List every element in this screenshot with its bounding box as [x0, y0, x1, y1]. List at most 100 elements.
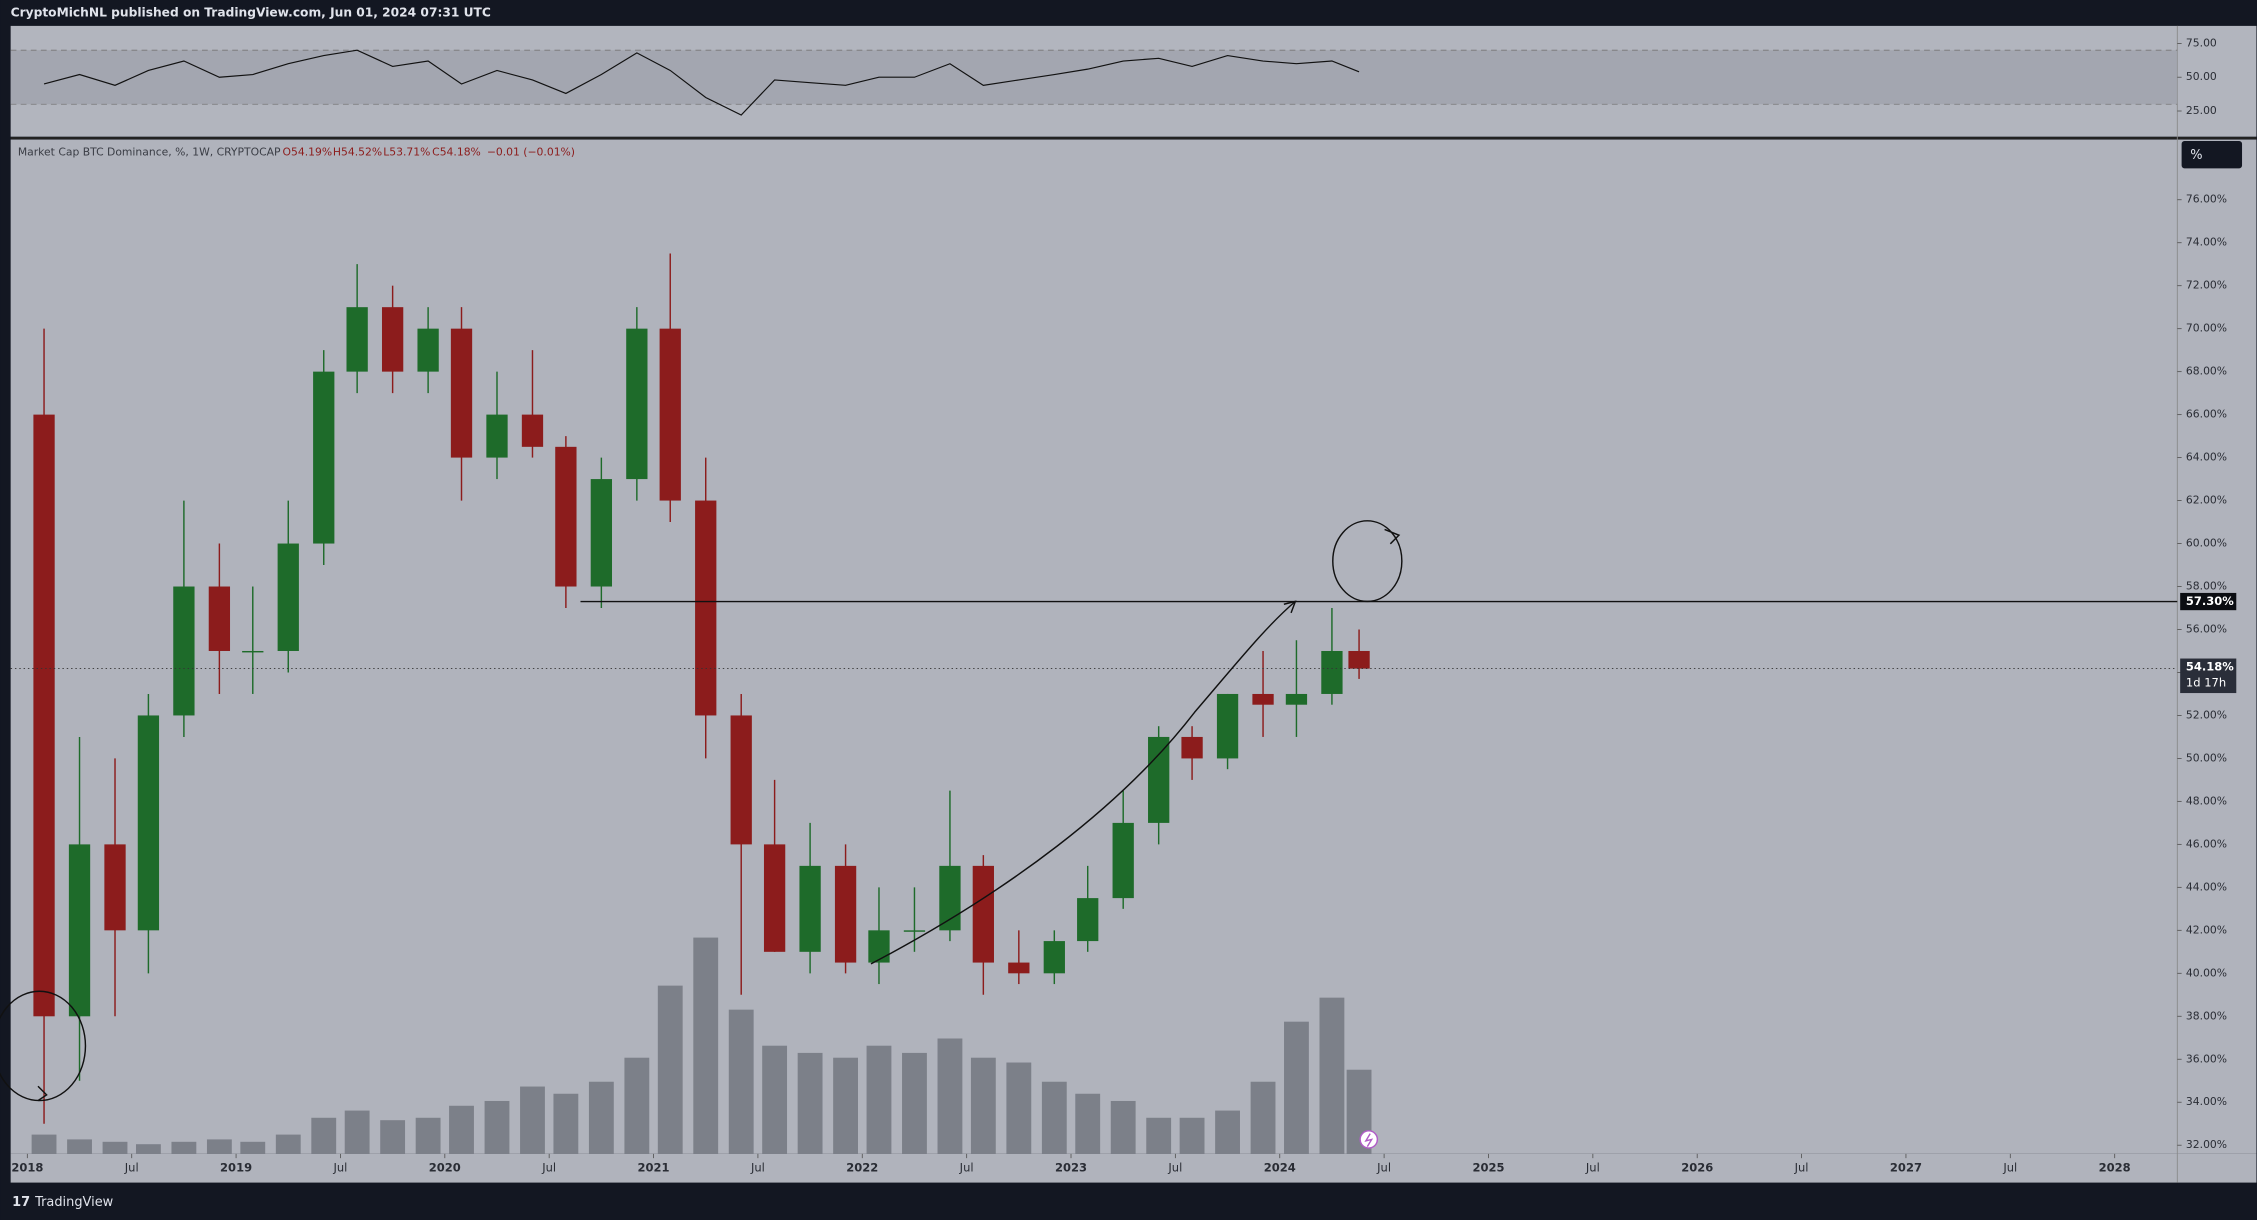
candle-body	[1043, 941, 1065, 974]
volume-bar	[1041, 1081, 1067, 1154]
x-tick-label: 2023	[1055, 1161, 1087, 1175]
logo-mark: 17	[12, 1195, 30, 1210]
volume-bar	[415, 1117, 441, 1154]
volume-bar	[970, 1057, 996, 1154]
volume-bar	[1146, 1117, 1172, 1154]
volume-bar	[762, 1045, 788, 1154]
x-tick-label: 2020	[429, 1161, 461, 1175]
volume-bar	[1250, 1081, 1276, 1154]
last-price-label: 54.18%	[2186, 660, 2234, 674]
candle-body	[868, 930, 890, 963]
circle-bottom-arrow	[37, 1085, 48, 1102]
y-tick-label: 74.00%	[2186, 236, 2227, 249]
last-price-box	[2180, 658, 2237, 694]
y-tick-label: 50.00%	[2186, 751, 2227, 764]
y-tick-label: 62.00%	[2186, 494, 2227, 507]
x-tick-label: Jul	[1167, 1161, 1182, 1175]
x-tick-label: Jul	[1585, 1161, 1600, 1175]
volume-bar	[937, 1038, 963, 1154]
y-tick-label: 42.00%	[2186, 923, 2227, 936]
candle-body	[521, 414, 544, 447]
event-bolt	[1364, 1133, 1374, 1147]
x-tick-label: 2019	[220, 1161, 252, 1175]
scale-button[interactable]	[2181, 140, 2243, 169]
candle-body	[417, 328, 439, 372]
legend-high: H54.52%	[333, 146, 382, 159]
candle-body	[939, 865, 961, 931]
volume-bar	[1075, 1093, 1101, 1154]
legend-change: −0.01 (−0.01%)	[487, 146, 575, 159]
y-tick-label: 58.00%	[2186, 580, 2227, 593]
y-tick-label: 34.00%	[2186, 1095, 2227, 1108]
x-tick-label: Jul	[332, 1161, 347, 1175]
candle-body	[903, 930, 926, 932]
rsi-axis	[2177, 25, 2257, 137]
candle-body	[972, 865, 994, 963]
x-tick-label: Jul	[541, 1161, 556, 1175]
x-tick-label: 2024	[1264, 1161, 1296, 1175]
legend-symbol: Market Cap BTC Dominance, %, 1W, CRYPTOC…	[18, 146, 281, 159]
candle-body	[590, 479, 613, 587]
x-tick-label: Jul	[2002, 1161, 2017, 1175]
candle-body	[313, 371, 335, 544]
candle-body	[659, 328, 681, 501]
y-tick-label: 36.00%	[2186, 1052, 2227, 1065]
volume-bar	[624, 1057, 650, 1154]
volume-bar	[171, 1141, 197, 1154]
y-tick-label: 32.00%	[2186, 1138, 2227, 1151]
volume-bar	[135, 1144, 161, 1154]
trend-arrow	[870, 600, 1296, 965]
volume-bar	[588, 1081, 614, 1154]
volume-bar	[102, 1141, 128, 1154]
volume-bar	[902, 1052, 927, 1154]
level-label-box	[2180, 592, 2237, 611]
candle-body	[1285, 693, 1308, 705]
circle-top	[1332, 520, 1403, 603]
x-tick-label: 2018	[11, 1161, 43, 1175]
volume-bar	[553, 1093, 579, 1154]
candle-body	[730, 715, 752, 845]
y-tick-label: 40.00%	[2186, 966, 2227, 979]
candle-body	[1008, 962, 1030, 974]
legend-open: O54.19%	[283, 146, 333, 159]
candle-body	[834, 865, 857, 963]
candle-body	[381, 307, 404, 372]
rsi-tick-label: 25.00	[2186, 104, 2217, 117]
candle-body	[450, 328, 473, 458]
y-tick-label: 72.00%	[2186, 279, 2227, 292]
candle-body	[1321, 650, 1343, 694]
x-tick-label: Jul	[124, 1161, 139, 1175]
footer-logo: TradingView	[34, 1195, 114, 1210]
volume-bar	[1110, 1100, 1136, 1154]
rsi-line	[43, 49, 1360, 116]
level-label: 57.30%	[2186, 594, 2234, 608]
x-tick-label: 2022	[846, 1161, 878, 1175]
candle-body	[1181, 736, 1203, 759]
volume-bar	[240, 1141, 266, 1154]
rsi-tick-label: 50.00	[2186, 70, 2217, 83]
volume-bar	[380, 1120, 406, 1154]
y-tick-label: 76.00%	[2186, 193, 2227, 206]
candle-body	[1348, 650, 1370, 669]
price-axis	[2177, 139, 2257, 1154]
volume-bar	[1284, 1021, 1309, 1154]
volume-bar	[1006, 1062, 1032, 1154]
x-tick-label: Jul	[750, 1161, 765, 1175]
x-tick-label: Jul	[1376, 1161, 1391, 1175]
candle-body	[33, 414, 55, 1017]
scale-button-label[interactable]: %	[2190, 148, 2202, 163]
candle-body	[763, 844, 786, 952]
legend-low: L53.71%	[383, 146, 430, 159]
candle-body	[242, 650, 264, 653]
header: CryptoMichNL published on TradingView.co…	[11, 5, 491, 19]
legend-close: C54.18%	[432, 146, 481, 159]
candle-body	[1252, 693, 1274, 705]
x-tick-label: 2021	[638, 1161, 670, 1175]
y-tick-label: 70.00%	[2186, 322, 2227, 335]
candle-body	[137, 715, 160, 931]
y-tick-label: 60.00%	[2186, 537, 2227, 550]
y-tick-label: 56.00%	[2186, 622, 2227, 635]
candle-body	[695, 500, 717, 716]
volume-bar	[67, 1139, 92, 1154]
